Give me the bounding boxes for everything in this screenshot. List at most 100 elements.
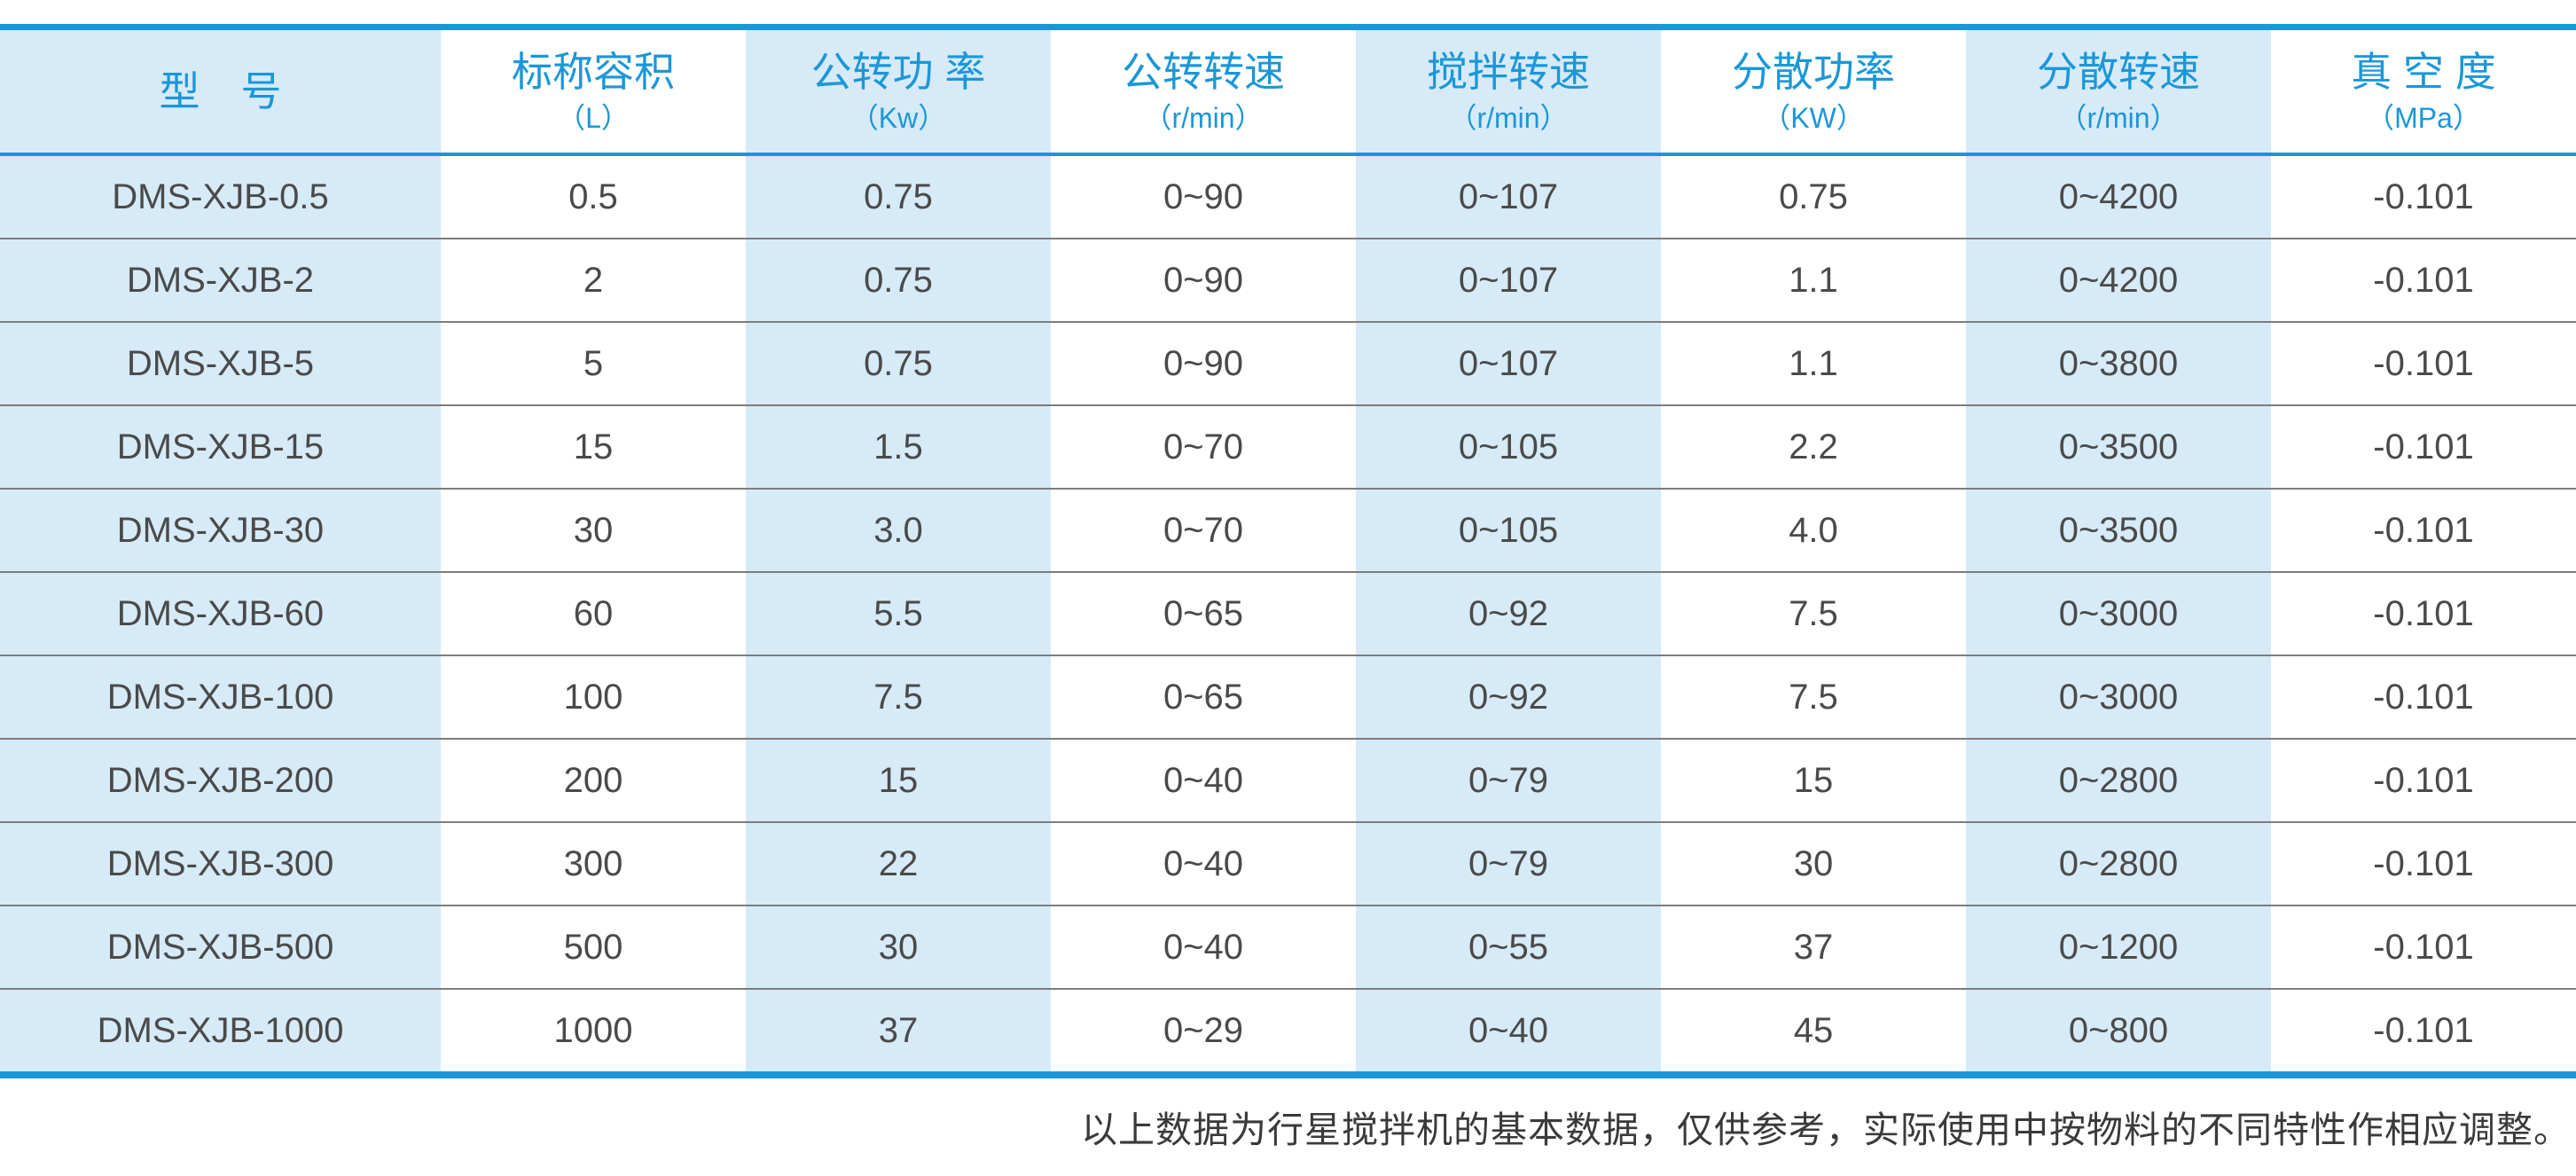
value-cell: 15 — [746, 738, 1051, 822]
value-cell: 0~107 — [1458, 176, 1559, 216]
value-cell: 0~40 — [1051, 738, 1356, 822]
value-cell: 15 — [441, 404, 746, 489]
column-header-1: 型 号 — [0, 30, 441, 156]
table-row: DMS-XJB-30 30 3.0 0~70 0~105 4.0 0~3500 -0.101 — [0, 488, 2576, 572]
value-cell: -0.101 — [2271, 821, 2576, 906]
column-header-8: 真 空 度 （MPa） — [2271, 30, 2576, 156]
column-unit: （MPa） — [2366, 102, 2481, 135]
value-cell: 30 — [1661, 821, 1966, 906]
table-row: DMS-XJB-15 15 1.5 0~70 0~105 2.2 0~3500 -0.101 — [0, 404, 2576, 489]
value-cell: 0~107 — [1356, 238, 1661, 322]
model-cell: DMS-XJB-5 — [0, 321, 441, 405]
value-cell: 0.75 — [746, 321, 1051, 405]
table-row: DMS-XJB-0.5 0.5 0.75 0~90 0~107 0.75 0~4200 -0.… — [0, 154, 2576, 239]
column-unit: （KW） — [1762, 102, 1865, 135]
value-cell: 15 — [1661, 738, 1966, 822]
table-row: DMS-XJB-100 100 7.5 0~65 0~92 7.5 0~3000 -0.101 — [0, 655, 2576, 739]
value-cell: 30 — [746, 905, 1051, 989]
value-cell: 0~29 — [1051, 988, 1356, 1071]
column-unit: （r/min） — [1143, 102, 1264, 135]
value-cell: 37 — [1661, 905, 1966, 989]
value-cell: 0~79 — [1356, 821, 1661, 906]
model-cell: DMS-XJB-200 — [0, 738, 441, 822]
value-cell: -0.101 — [2271, 988, 2576, 1071]
value-cell: 0.75 — [746, 238, 1051, 322]
value-cell: 7.5 — [1661, 571, 1966, 655]
value-cell: 0~79 — [1356, 738, 1661, 822]
value-cell: 500 — [441, 905, 746, 989]
value-cell: 0~1200 — [1966, 905, 2271, 989]
column-unit: （r/min） — [2058, 102, 2179, 135]
value-cell: 0~90 — [1051, 321, 1356, 405]
value-cell: 0~3000 — [1966, 571, 2271, 655]
model-cell: DMS-XJB-500 — [0, 905, 441, 989]
value-cell: 0~3800 — [1966, 321, 2271, 405]
value-cell: 1.1 — [1661, 321, 1966, 405]
header-row: 型 号 标称容积 （L） 公转功 率 （Kw） 公转转速 （r/min） 搅拌转速 （r/min… — [0, 30, 2576, 156]
value-cell: 0~107 — [1356, 321, 1661, 405]
value-cell: 0~55 — [1356, 905, 1661, 989]
value-cell: 0~92 — [1356, 571, 1661, 655]
value-cell: 45 — [1661, 988, 1966, 1071]
value-cell: -0.101 — [2271, 321, 2576, 405]
value-cell: -0.101 — [2373, 176, 2474, 216]
table-row: DMS-XJB-300 300 22 0~40 0~79 30 0~2800 -0.101 — [0, 821, 2576, 906]
value-cell: 0~2800 — [1966, 821, 2271, 906]
table-row: DMS-XJB-500 500 30 0~40 0~55 37 0~1200 -0.101 — [0, 905, 2576, 989]
value-cell: 3.0 — [746, 488, 1051, 572]
value-cell: 0~3500 — [1966, 404, 2271, 489]
value-cell: -0.101 — [2271, 404, 2576, 489]
column-unit: （L） — [557, 102, 630, 135]
value-cell: 60 — [441, 571, 746, 655]
value-cell: 5 — [441, 321, 746, 405]
column-header-3: 公转功 率 （Kw） — [746, 30, 1051, 156]
column-header-6: 分散功率 （KW） — [1661, 30, 1966, 156]
column-title: 公转转速 — [1122, 49, 1285, 96]
table-row: DMS-XJB-1000 1000 37 0~29 0~40 45 0~800 -0.101 — [0, 988, 2576, 1071]
value-cell: 7.5 — [1661, 655, 1966, 739]
value-cell: 0~90 — [1051, 238, 1356, 322]
value-cell: 0.75 — [864, 176, 933, 216]
value-cell: 200 — [441, 738, 746, 822]
value-cell: 0~65 — [1051, 655, 1356, 739]
model-cell: DMS-XJB-30 — [0, 488, 441, 572]
value-cell: 2.2 — [1661, 404, 1966, 489]
value-cell: 1.5 — [746, 404, 1051, 489]
value-cell: 37 — [746, 988, 1051, 1071]
value-cell: 0~4200 — [1966, 238, 2271, 322]
spec-table: 型 号 标称容积 （L） 公转功 率 （Kw） 公转转速 （r/min） 搅拌转速 （r/min… — [0, 30, 2576, 1071]
table-row: DMS-XJB-200 200 15 0~40 0~79 15 0~2800 -0.101 — [0, 738, 2576, 822]
value-cell: 0~40 — [1356, 988, 1661, 1071]
column-title: 分散功率 — [1732, 49, 1895, 96]
value-cell: 100 — [441, 655, 746, 739]
planetary-mixer-spec-sheet: 型 号 标称容积 （L） 公转功 率 （Kw） 公转转速 （r/min） 搅拌转速 （r/min… — [0, 24, 2576, 1176]
value-cell: 0~40 — [1051, 905, 1356, 989]
value-cell: 0~105 — [1356, 488, 1661, 572]
column-title: 真 空 度 — [2351, 49, 2496, 96]
column-title: 标称容积 — [512, 49, 675, 96]
value-cell: 5.5 — [746, 571, 1051, 655]
table-row: DMS-XJB-60 60 5.5 0~65 0~92 7.5 0~3000 -0.101 — [0, 571, 2576, 655]
value-cell: 7.5 — [746, 655, 1051, 739]
value-cell: 0~40 — [1051, 821, 1356, 906]
value-cell: -0.101 — [2271, 738, 2576, 822]
value-cell: 300 — [441, 821, 746, 906]
value-cell: 22 — [746, 821, 1051, 906]
value-cell: -0.101 — [2271, 488, 2576, 572]
model-cell: DMS-XJB-2 — [0, 238, 441, 322]
model-cell: DMS-XJB-100 — [0, 655, 441, 739]
column-title: 公转功 率 — [810, 49, 986, 96]
model-cell: DMS-XJB-15 — [0, 404, 441, 489]
value-cell: 1000 — [441, 988, 746, 1071]
value-cell: 2 — [441, 238, 746, 322]
model-cell: DMS-XJB-0.5 — [112, 176, 329, 216]
footnote: 以上数据为行星搅拌机的基本数据，仅供参考，实际使用中按物料的不同特性作相应调整。 — [1081, 1109, 2571, 1151]
table-bottom-border — [0, 1071, 2576, 1078]
column-header-4: 公转转速 （r/min） — [1051, 30, 1356, 156]
column-header-2: 标称容积 （L） — [441, 30, 746, 156]
value-cell: 0~105 — [1356, 404, 1661, 489]
column-title: 型 号 — [159, 67, 282, 114]
table-row: DMS-XJB-2 2 0.75 0~90 0~107 1.1 0~4200 -0.101 — [0, 238, 2576, 322]
table-body: DMS-XJB-0.5 0.5 0.75 0~90 0~107 0.75 0~4200 -0.… — [0, 154, 2576, 1071]
value-cell: 0~65 — [1051, 571, 1356, 655]
